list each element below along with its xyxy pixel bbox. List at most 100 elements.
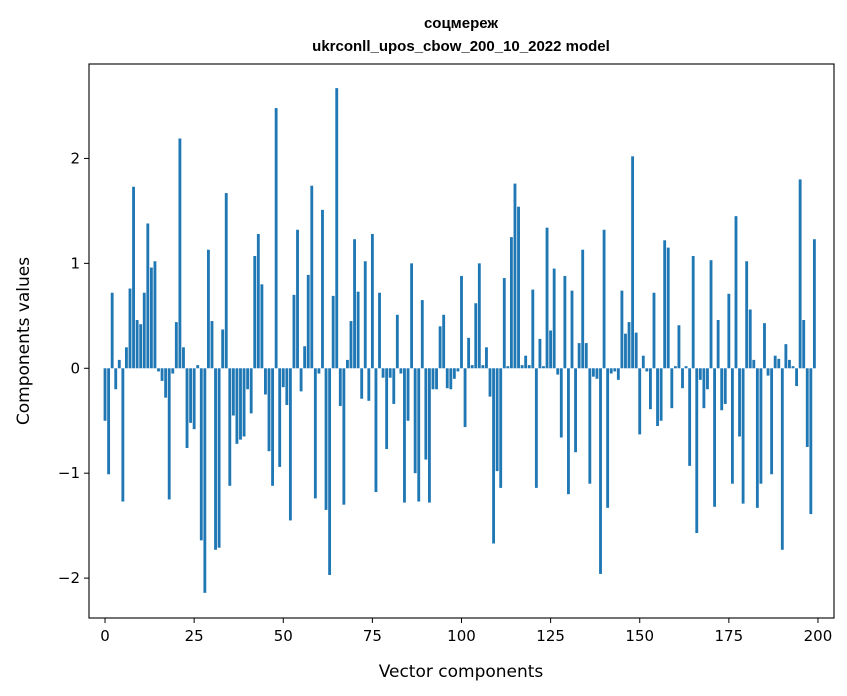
bar [381,368,385,378]
bar [164,368,168,398]
bar [203,368,207,593]
bar [328,368,332,575]
y-tick-label: −1 [58,464,80,482]
bar [773,355,777,369]
bar [620,290,624,369]
bar [559,368,563,438]
bar [253,256,257,369]
bar [417,368,421,502]
bar [527,365,531,369]
bar [388,368,392,378]
bar [723,368,727,404]
bar [752,359,756,369]
bar [246,368,250,390]
bar [199,368,203,541]
bar [698,368,702,380]
bar [709,260,713,369]
bar [378,292,381,369]
bar [392,368,396,404]
y-tick-label: 1 [70,254,80,272]
bar [784,344,788,369]
bar [324,368,328,510]
bar [242,368,246,437]
bar [663,240,667,369]
bar [385,368,389,450]
bar [755,368,759,508]
bar [659,368,663,421]
bar [231,368,235,416]
bar [716,320,720,369]
bar [534,368,538,488]
bar [681,368,684,389]
x-tick-label: 200 [804,627,833,645]
bar [780,368,784,550]
bar [182,347,185,369]
bar [470,365,474,369]
bar [766,368,770,376]
bar [395,314,399,369]
bar [335,88,339,369]
bar [738,368,741,437]
bar [645,368,649,372]
x-tick-label: 150 [625,627,654,645]
bar [599,368,602,574]
bar [467,337,471,369]
bar [695,368,699,534]
bars-group [103,88,816,593]
bar [185,368,189,449]
bar [370,233,374,369]
bar [513,183,517,369]
bar [228,368,232,486]
bar [634,332,638,369]
bar [706,368,709,390]
bar [495,368,499,472]
bar [795,368,798,387]
bar [299,368,303,392]
bar [602,229,606,369]
x-tick-label: 175 [715,627,744,645]
bar [420,300,424,369]
y-axis-label: Components values [14,257,34,425]
bar [157,368,160,372]
bar [549,330,553,369]
bar [517,206,520,369]
bar [627,322,631,369]
bar [403,368,406,503]
bar [763,323,766,369]
bar [506,366,510,369]
bar [146,223,150,369]
bar [688,368,692,466]
bar [606,368,610,508]
bar [139,324,143,369]
bar [321,209,324,369]
bar [542,366,545,369]
bar [338,368,342,407]
bar [353,239,356,369]
bar [812,239,816,369]
bar [552,268,556,369]
bar [310,185,314,369]
bar [520,365,524,369]
bar [110,292,114,369]
bar [588,368,592,484]
bar [435,368,438,390]
bar [260,284,264,369]
bar [677,325,681,369]
x-tick-label: 125 [536,627,565,645]
bar [670,368,674,409]
chart-subtitle: ukrconll_upos_cbow_200_10_2022 model [312,38,610,55]
bar [167,368,171,500]
bar [777,358,781,369]
chart-title: соцмереж [424,15,498,32]
bar [210,321,214,369]
bar [149,267,153,369]
bar [460,275,463,369]
x-tick-label: 100 [447,627,476,645]
bar [189,368,193,423]
bar [748,309,752,369]
bar [196,365,200,369]
x-tick-label: 75 [363,627,382,645]
bar [624,333,627,369]
bar [809,368,813,515]
